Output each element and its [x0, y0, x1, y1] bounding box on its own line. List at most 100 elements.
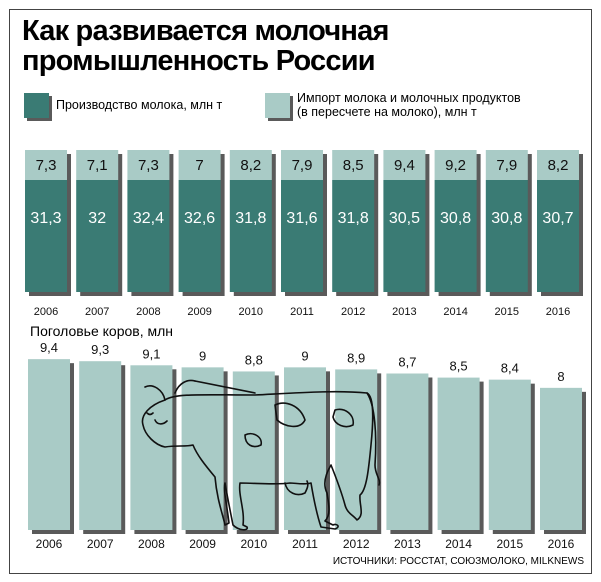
herd-year-label: 2009 — [189, 537, 216, 551]
year-tick-label: 2016 — [546, 306, 570, 318]
bar-import — [281, 150, 323, 180]
import-value-label: 7,9 — [292, 157, 313, 174]
herd-year-label: 2016 — [548, 537, 575, 551]
year-tick-label: 2015 — [495, 306, 519, 318]
bar-import — [229, 150, 272, 180]
import-value-label: 8,5 — [343, 157, 364, 174]
import-value-label: 7 — [195, 157, 203, 174]
bar-production — [537, 180, 579, 292]
production-value-label: 30,8 — [440, 210, 471, 227]
production-value-label: 31,8 — [338, 210, 369, 227]
production-value-label: 31,6 — [286, 210, 317, 227]
bar-import — [178, 150, 221, 180]
bar-production — [434, 180, 477, 292]
year-tick-label: 2006 — [34, 306, 58, 318]
production-value-label: 31,8 — [235, 210, 266, 227]
legend-import-line-2: (в пересчете на молоко), млн т — [297, 105, 477, 119]
legend-swatch-import — [265, 93, 290, 118]
herd-subtitle: Поголовье коров, млн — [30, 323, 174, 339]
herd-bar — [540, 387, 582, 530]
herd-value-label: 8,8 — [245, 352, 263, 367]
year-tick-label: 2007 — [85, 306, 109, 318]
milk-stacked-chart: 7,3 31,3 2006 7,1 32 2007 7,3 32,4 2008 7 32,6 2009… — [25, 150, 583, 318]
herd-value-label: 8,5 — [450, 359, 468, 374]
herd-bar — [28, 359, 70, 530]
legend-label-import: Импорт молока и молочных продуктов (в пе… — [297, 91, 521, 119]
chart-title: Как развивается молочная промышленность … — [22, 16, 389, 76]
source-note: ИСТОЧНИКИ: РОССТАТ, СОЮЗМОЛОКО, MILKNEWS — [332, 556, 584, 567]
bar-production — [332, 180, 375, 292]
import-value-label: 7,3 — [138, 157, 159, 174]
import-value-label: 9,2 — [445, 157, 466, 174]
herd-year-label: 2011 — [292, 537, 318, 551]
bar-production — [178, 180, 221, 292]
import-value-label: 7,3 — [36, 157, 57, 174]
herd-bar — [386, 373, 429, 530]
herd-bar-chart: 9,4 2006 9,3 2007 9,1 2008 9 2009 8,8 2010 9 2011 8,… — [28, 340, 586, 551]
bar-production — [229, 180, 272, 292]
herd-value-label: 8,9 — [347, 350, 365, 365]
year-tick-label: 2013 — [392, 306, 416, 318]
cow-ear-line — [194, 380, 256, 394]
herd-bar — [130, 365, 173, 530]
import-value-label: 7,9 — [496, 157, 517, 174]
title-line-2: промышленность России — [22, 45, 376, 77]
legend-label-production: Производство молока, млн т — [56, 98, 223, 112]
cow-illustration — [141, 379, 381, 531]
herd-value-label: 9,3 — [91, 342, 109, 357]
herd-year-label: 2015 — [496, 537, 523, 551]
bar-import — [127, 150, 170, 180]
production-value-label: 32 — [88, 210, 106, 227]
bar-production — [76, 180, 119, 292]
herd-bar — [79, 361, 122, 530]
herd-year-label: 2010 — [240, 537, 267, 551]
herd-bar — [488, 379, 531, 530]
bar-import — [383, 150, 426, 180]
herd-value-label: 9,1 — [142, 346, 160, 361]
herd-year-label: 2013 — [394, 537, 421, 551]
year-tick-label: 2008 — [136, 306, 160, 318]
legend-import-line-1: Импорт молока и молочных продуктов — [297, 91, 521, 105]
bar-import — [76, 150, 119, 180]
cow-head-detail — [144, 379, 196, 425]
herd-year-label: 2008 — [138, 537, 165, 551]
herd-year-label: 2006 — [36, 537, 63, 551]
herd-bar — [437, 377, 480, 530]
bar-import — [485, 150, 528, 180]
import-value-label: 7,1 — [87, 157, 108, 174]
herd-value-label: 8,7 — [398, 355, 416, 370]
herd-value-label: 8,4 — [501, 361, 519, 376]
bar-production — [127, 180, 170, 292]
herd-value-label: 9,4 — [40, 340, 58, 355]
import-value-label: 8,2 — [548, 157, 569, 174]
bar-production — [383, 180, 426, 292]
production-value-label: 30,8 — [491, 210, 522, 227]
herd-value-label: 9 — [199, 348, 206, 363]
herd-bar — [232, 371, 275, 530]
production-value-label: 30,7 — [542, 210, 573, 227]
cow-body-outline — [141, 390, 374, 531]
herd-year-label: 2007 — [87, 537, 114, 551]
bar-production — [281, 180, 323, 292]
bar-import — [25, 150, 67, 180]
herd-bar — [181, 367, 224, 530]
bar-import — [434, 150, 477, 180]
bar-import — [537, 150, 579, 180]
production-value-label: 32,6 — [184, 210, 215, 227]
year-tick-label: 2012 — [341, 306, 365, 318]
import-value-label: 8,2 — [240, 157, 261, 174]
herd-bar — [284, 367, 326, 530]
production-value-label: 30,5 — [389, 210, 420, 227]
year-tick-label: 2014 — [443, 306, 467, 318]
year-tick-label: 2009 — [187, 306, 211, 318]
production-value-label: 32,4 — [133, 210, 164, 227]
herd-value-label: 9 — [301, 348, 308, 363]
bar-import — [332, 150, 375, 180]
cow-spots — [244, 402, 355, 448]
bar-production — [25, 180, 67, 292]
year-tick-label: 2010 — [239, 306, 263, 318]
frame-border — [9, 9, 592, 574]
year-tick-label: 2011 — [290, 306, 314, 318]
